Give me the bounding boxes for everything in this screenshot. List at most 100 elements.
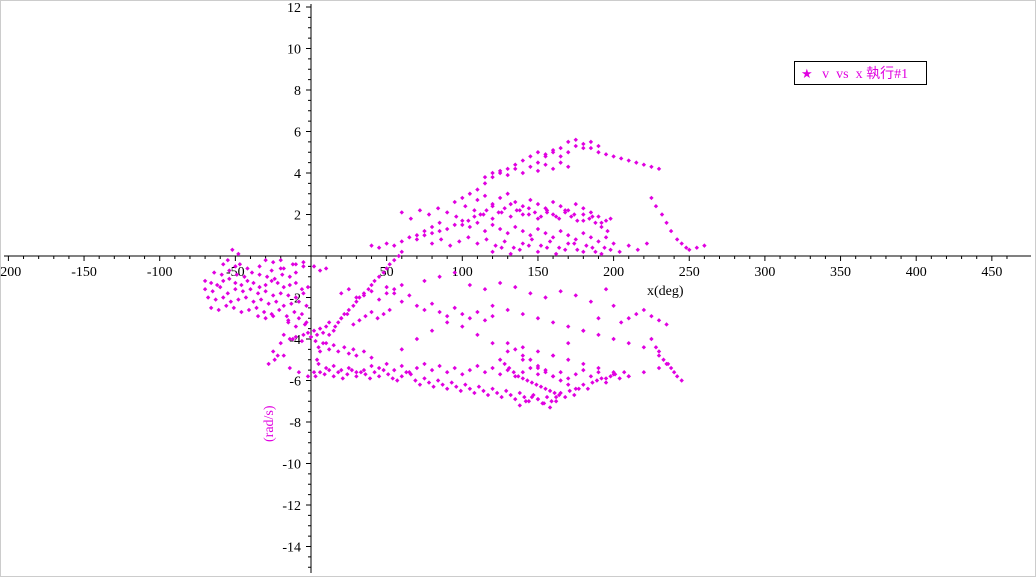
data-point [656, 318, 662, 323]
data-point [340, 376, 345, 381]
data-point [566, 208, 571, 213]
data-point [263, 282, 268, 288]
data-point [210, 289, 215, 294]
data-point [221, 278, 226, 284]
data-point [596, 332, 601, 338]
data-point [593, 220, 598, 225]
data-point [566, 233, 571, 238]
data-point [346, 365, 352, 371]
data-point [293, 295, 299, 300]
data-point [558, 160, 563, 165]
data-point [444, 313, 450, 319]
data-point [535, 150, 541, 155]
data-point [520, 311, 526, 317]
data-point [361, 367, 367, 373]
data-point [520, 370, 526, 375]
data-point [475, 220, 480, 225]
data-point [566, 382, 571, 387]
y-tick-label: 6 [294, 126, 301, 141]
data-point [558, 145, 563, 151]
data-point [523, 399, 529, 404]
data-point [573, 386, 578, 391]
data-point [475, 309, 480, 315]
data-point [594, 378, 600, 383]
data-point [562, 394, 568, 400]
data-point [641, 370, 647, 375]
data-point [317, 349, 323, 354]
data-point [218, 284, 223, 290]
data-point [482, 193, 488, 199]
data-point [346, 287, 352, 292]
legend-star-icon: ★ [801, 65, 813, 81]
data-point [668, 365, 674, 371]
data-point [553, 399, 559, 404]
data-point [581, 361, 586, 367]
data-point [513, 396, 518, 402]
data-point [221, 262, 226, 267]
data-point [505, 307, 510, 313]
data-point [596, 214, 601, 219]
data-point [287, 274, 293, 279]
data-point [608, 247, 613, 252]
data-point [463, 382, 468, 387]
data-point [535, 201, 541, 207]
data-point [653, 345, 659, 350]
data-point [277, 307, 282, 313]
data-point [603, 235, 609, 240]
data-point [301, 291, 306, 296]
data-point [399, 363, 404, 369]
x-tick-label: 150 [527, 265, 548, 280]
data-point [270, 349, 276, 354]
data-point [611, 154, 616, 159]
data-point [603, 152, 609, 157]
data-point [384, 266, 389, 271]
data-point [626, 374, 631, 379]
data-point [526, 243, 532, 248]
x-tick-label: -150 [71, 265, 97, 280]
data-point [326, 332, 332, 338]
data-point [493, 243, 498, 248]
data-point [376, 374, 382, 379]
data-point [293, 270, 299, 275]
data-point [596, 150, 601, 155]
data-point [242, 274, 247, 279]
data-point [320, 330, 326, 335]
data-point [467, 191, 473, 196]
data-point [289, 301, 294, 306]
data-point [444, 226, 450, 232]
data-point [562, 247, 568, 252]
data-point [281, 303, 286, 308]
data-point [608, 374, 613, 379]
data-point [603, 218, 609, 223]
data-point [573, 293, 578, 298]
data-point [520, 357, 526, 362]
axes [4, 4, 1031, 573]
data-point [596, 316, 601, 321]
data-point [414, 365, 420, 371]
data-point [484, 237, 489, 242]
data-point [535, 396, 541, 402]
data-point [605, 228, 610, 234]
data-point [233, 264, 238, 269]
data-point [236, 297, 241, 302]
data-point [426, 380, 432, 385]
y-tick-label: 12 [287, 1, 301, 16]
data-point [481, 388, 486, 394]
data-point [466, 235, 471, 240]
data-point [550, 212, 556, 217]
data-point [311, 370, 317, 375]
data-point [496, 210, 501, 215]
data-point [547, 388, 553, 394]
data-point [538, 214, 544, 219]
data-point [485, 392, 491, 398]
data-point [702, 243, 707, 248]
data-point [452, 365, 457, 371]
data-point [505, 191, 510, 196]
data-point [422, 278, 427, 284]
data-point [387, 307, 392, 313]
data-point [463, 204, 468, 209]
data-point [581, 218, 586, 223]
data-point [553, 214, 559, 219]
data-point [381, 270, 386, 275]
data-point [556, 216, 562, 221]
